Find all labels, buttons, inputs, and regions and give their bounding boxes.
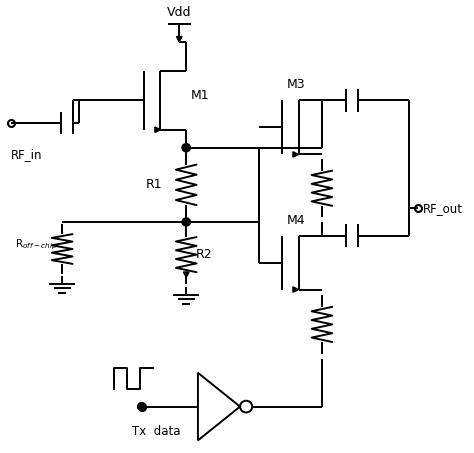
Text: R$_{off-chip}$: R$_{off-chip}$	[15, 237, 57, 252]
Circle shape	[182, 218, 191, 226]
Polygon shape	[155, 127, 161, 132]
Polygon shape	[293, 287, 299, 292]
Text: RF_out: RF_out	[422, 202, 463, 215]
Text: R2: R2	[196, 248, 212, 261]
Polygon shape	[176, 37, 182, 42]
Circle shape	[137, 403, 146, 410]
Text: RF_in: RF_in	[11, 148, 42, 161]
Text: M4: M4	[287, 213, 305, 226]
Text: Vdd: Vdd	[167, 6, 191, 19]
Polygon shape	[183, 272, 189, 277]
Circle shape	[182, 144, 191, 152]
Text: R1: R1	[146, 178, 163, 191]
Text: M1: M1	[191, 89, 210, 102]
Polygon shape	[293, 152, 299, 157]
Text: M3: M3	[287, 78, 305, 92]
Text: Tx  data: Tx data	[132, 424, 181, 438]
